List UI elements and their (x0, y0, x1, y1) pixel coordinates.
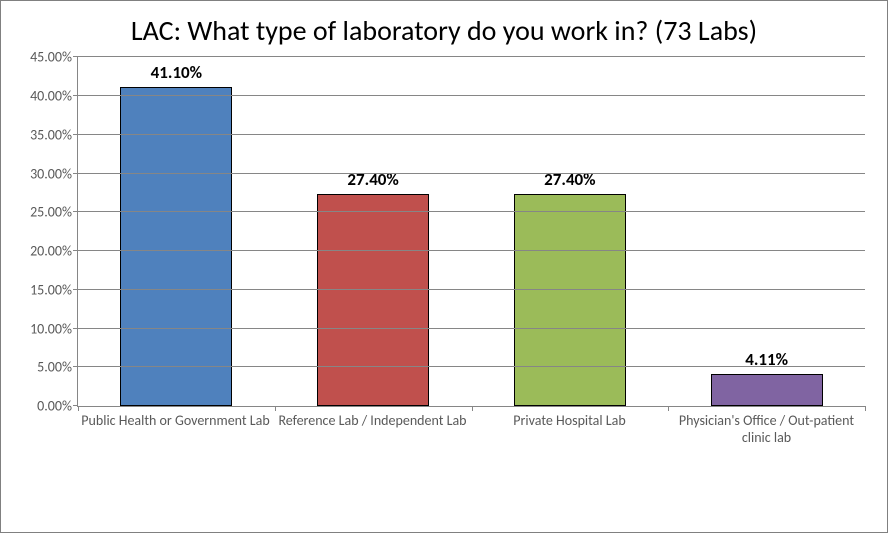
bar-value-label: 41.10% (151, 62, 202, 83)
y-tick-label: 30.00% (30, 165, 78, 182)
y-tick-label: 0.00% (37, 398, 78, 415)
x-axis-label: Private Hospital Lab (471, 413, 668, 447)
y-tick-label: 20.00% (30, 243, 78, 260)
x-tick-mark (78, 406, 79, 411)
gridline (78, 366, 865, 367)
y-tick-mark (73, 56, 78, 57)
chart-container: LAC: What type of laboratory do you work… (0, 0, 888, 533)
bar-slot: 4.11% (668, 57, 865, 406)
x-axis-label: Reference Lab / Independent Lab (274, 413, 471, 447)
x-axis-label: Public Health or Government Lab (77, 413, 274, 447)
y-tick-label: 15.00% (30, 281, 78, 298)
gridline (78, 289, 865, 290)
bar-slot: 27.40% (472, 57, 669, 406)
y-tick-mark (73, 250, 78, 251)
bar (317, 194, 429, 407)
y-tick-mark (73, 289, 78, 290)
y-tick-label: 35.00% (30, 126, 78, 143)
x-axis-labels: Public Health or Government LabReference… (77, 413, 865, 447)
y-tick-label: 45.00% (30, 49, 78, 66)
gridline (78, 95, 865, 96)
bars-row: 41.10%27.40%27.40%4.11% (78, 57, 865, 406)
x-axis-label: Physician's Office / Out-patient clinic … (668, 413, 865, 447)
y-tick-mark (73, 95, 78, 96)
bar (514, 194, 626, 407)
gridline (78, 250, 865, 251)
bar-slot: 41.10% (78, 57, 275, 406)
y-tick-mark (73, 328, 78, 329)
bar (120, 87, 232, 406)
gridline (78, 56, 865, 57)
gridline (78, 134, 865, 135)
x-tick-mark (472, 406, 473, 411)
plot-area-wrapper: 41.10%27.40%27.40%4.11% 0.00%5.00%10.00%… (77, 57, 865, 407)
y-tick-label: 25.00% (30, 204, 78, 221)
x-tick-mark (865, 406, 866, 411)
y-tick-mark (73, 366, 78, 367)
chart-title: LAC: What type of laboratory do you work… (33, 15, 855, 47)
plot-area: 41.10%27.40%27.40%4.11% 0.00%5.00%10.00%… (77, 57, 865, 407)
y-tick-label: 40.00% (30, 87, 78, 104)
x-tick-mark (275, 406, 276, 411)
gridline (78, 211, 865, 212)
gridline (78, 173, 865, 174)
y-tick-label: 10.00% (30, 320, 78, 337)
y-tick-mark (73, 134, 78, 135)
x-tick-mark (668, 406, 669, 411)
y-tick-mark (73, 173, 78, 174)
y-tick-label: 5.00% (37, 359, 78, 376)
bar-slot: 27.40% (275, 57, 472, 406)
y-tick-mark (73, 211, 78, 212)
bar (711, 374, 823, 406)
gridline (78, 328, 865, 329)
